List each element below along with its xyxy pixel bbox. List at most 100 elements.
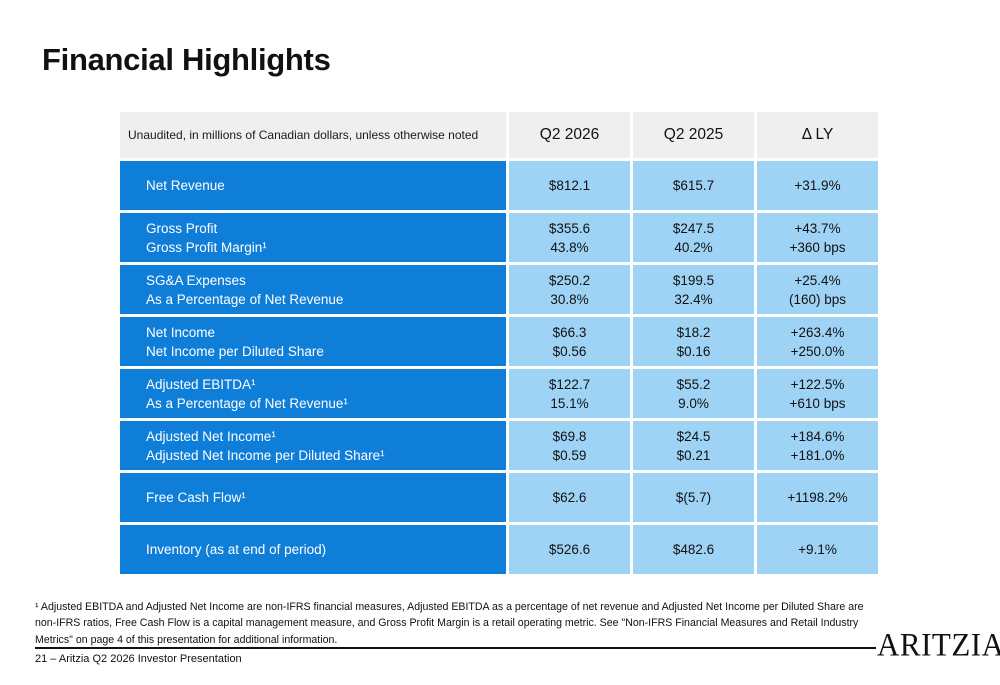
cell-value: $(5.7) xyxy=(675,490,712,505)
cell-value: +184.6% xyxy=(790,428,845,444)
cell-q2-2026: $812.1 xyxy=(509,161,630,210)
cell-value: +122.5% xyxy=(790,376,845,392)
cell-value: $247.5 xyxy=(672,220,715,236)
cell-value: +9.1% xyxy=(798,542,837,557)
table-row-net-revenue: Net Revenue $812.1 $615.7 +31.9% xyxy=(120,161,878,210)
cell-value: $812.1 xyxy=(548,178,591,193)
cell-q2-2026: $66.3 $0.56 xyxy=(509,317,630,366)
row-label: Gross Profit Gross Profit Margin¹ xyxy=(120,213,506,262)
cell-q2-2026: $355.6 43.8% xyxy=(509,213,630,262)
cell-q2-2025: $18.2 $0.16 xyxy=(633,317,754,366)
cell-value: $482.6 xyxy=(672,542,715,557)
cell-value: $62.6 xyxy=(552,490,587,505)
cell-q2-2025: $24.5 $0.21 xyxy=(633,421,754,470)
cell-value: +263.4% xyxy=(790,324,845,340)
row-label-line: Gross Profit Margin¹ xyxy=(146,239,267,255)
cell-value: 9.0% xyxy=(678,395,709,411)
cell-delta-ly: +1198.2% xyxy=(757,473,878,522)
cell-q2-2025: $482.6 xyxy=(633,525,754,574)
cell-value: $355.6 xyxy=(548,220,591,236)
cell-q2-2025: $55.2 9.0% xyxy=(633,369,754,418)
cell-value: +1198.2% xyxy=(787,490,848,505)
table-row-net-income: Net Income Net Income per Diluted Share … xyxy=(120,317,878,366)
cell-value: +250.0% xyxy=(790,343,845,359)
cell-delta-ly: +263.4% +250.0% xyxy=(757,317,878,366)
table-row-sga-expenses: SG&A Expenses As a Percentage of Net Rev… xyxy=(120,265,878,314)
row-label: SG&A Expenses As a Percentage of Net Rev… xyxy=(120,265,506,314)
row-label-line: Net Income xyxy=(146,324,216,340)
cell-value: $18.2 xyxy=(676,324,711,340)
cell-value: 43.8% xyxy=(550,239,589,255)
cell-delta-ly: +122.5% +610 bps xyxy=(757,369,878,418)
cell-delta-ly: +184.6% +181.0% xyxy=(757,421,878,470)
row-label: Net Revenue xyxy=(120,161,506,210)
row-label-line: Net Revenue xyxy=(146,178,225,193)
table-row-adjusted-net-income: Adjusted Net Income¹ Adjusted Net Income… xyxy=(120,421,878,470)
cell-value: $0.56 xyxy=(552,343,587,359)
table-row-gross-profit: Gross Profit Gross Profit Margin¹ $355.6… xyxy=(120,213,878,262)
cell-value: $0.16 xyxy=(676,343,711,359)
row-label-line: Free Cash Flow¹ xyxy=(146,490,246,505)
cell-value: $615.7 xyxy=(672,178,715,193)
aritzia-logo: ARITZIA xyxy=(877,626,1000,663)
cell-value: +31.9% xyxy=(794,178,841,193)
row-label-line: SG&A Expenses xyxy=(146,272,246,288)
cell-value: $55.2 xyxy=(676,376,711,392)
cell-q2-2026: $526.6 xyxy=(509,525,630,574)
cell-value: $526.6 xyxy=(548,542,591,557)
cell-delta-ly: +25.4% (160) bps xyxy=(757,265,878,314)
cell-delta-ly: +43.7% +360 bps xyxy=(757,213,878,262)
row-label: Net Income Net Income per Diluted Share xyxy=(120,317,506,366)
row-label-line: As a Percentage of Net Revenue¹ xyxy=(146,395,348,411)
cell-value: $250.2 xyxy=(548,272,591,288)
cell-value: +360 bps xyxy=(789,239,846,255)
cell-value: $66.3 xyxy=(552,324,587,340)
cell-value: $0.59 xyxy=(552,447,587,463)
column-header-q2-2025: Q2 2025 xyxy=(633,112,754,158)
cell-value: $199.5 xyxy=(672,272,715,288)
footer-divider xyxy=(35,647,876,649)
page-title: Financial Highlights xyxy=(42,42,331,77)
cell-q2-2026: $69.8 $0.59 xyxy=(509,421,630,470)
cell-value: +181.0% xyxy=(790,447,845,463)
cell-q2-2025: $247.5 40.2% xyxy=(633,213,754,262)
cell-value: +610 bps xyxy=(789,395,846,411)
cell-delta-ly: +31.9% xyxy=(757,161,878,210)
cell-value: 32.4% xyxy=(674,291,713,307)
cell-value: $69.8 xyxy=(552,428,587,444)
cell-value: (160) bps xyxy=(788,291,847,307)
cell-value: 30.8% xyxy=(550,291,589,307)
cell-value: 40.2% xyxy=(674,239,713,255)
row-label-line: Inventory (as at end of period) xyxy=(146,542,327,557)
row-label-line: Adjusted Net Income¹ xyxy=(146,428,276,444)
cell-q2-2025: $199.5 32.4% xyxy=(633,265,754,314)
row-label: Adjusted Net Income¹ Adjusted Net Income… xyxy=(120,421,506,470)
cell-value: +25.4% xyxy=(794,272,841,288)
cell-value: 15.1% xyxy=(550,395,589,411)
table-header-row: Unaudited, in millions of Canadian dolla… xyxy=(120,112,878,158)
row-label-line: Net Income per Diluted Share xyxy=(146,343,324,359)
page-number-footer: 21 – Aritzia Q2 2026 Investor Presentati… xyxy=(35,653,242,665)
row-label-line: Adjusted Net Income per Diluted Share¹ xyxy=(146,447,385,463)
cell-q2-2025: $(5.7) xyxy=(633,473,754,522)
row-label: Free Cash Flow¹ xyxy=(120,473,506,522)
row-label-line: Adjusted EBITDA¹ xyxy=(146,376,256,392)
table-row-adjusted-ebitda: Adjusted EBITDA¹ As a Percentage of Net … xyxy=(120,369,878,418)
column-header-delta-ly: Δ LY xyxy=(757,112,878,158)
cell-q2-2026: $122.7 15.1% xyxy=(509,369,630,418)
table-row-free-cash-flow: Free Cash Flow¹ $62.6 $(5.7) +1198.2% xyxy=(120,473,878,522)
cell-delta-ly: +9.1% xyxy=(757,525,878,574)
cell-value: $0.21 xyxy=(676,447,711,463)
cell-q2-2026: $250.2 30.8% xyxy=(509,265,630,314)
cell-q2-2025: $615.7 xyxy=(633,161,754,210)
footnote: ¹ Adjusted EBITDA and Adjusted Net Incom… xyxy=(35,601,864,646)
table-row-inventory: Inventory (as at end of period) $526.6 $… xyxy=(120,525,878,574)
row-label: Adjusted EBITDA¹ As a Percentage of Net … xyxy=(120,369,506,418)
cell-q2-2026: $62.6 xyxy=(509,473,630,522)
financial-highlights-table: Unaudited, in millions of Canadian dolla… xyxy=(120,112,878,574)
cell-value: $122.7 xyxy=(548,376,591,392)
table-units-note: Unaudited, in millions of Canadian dolla… xyxy=(120,112,506,158)
cell-value: +43.7% xyxy=(794,220,841,236)
row-label: Inventory (as at end of period) xyxy=(120,525,506,574)
